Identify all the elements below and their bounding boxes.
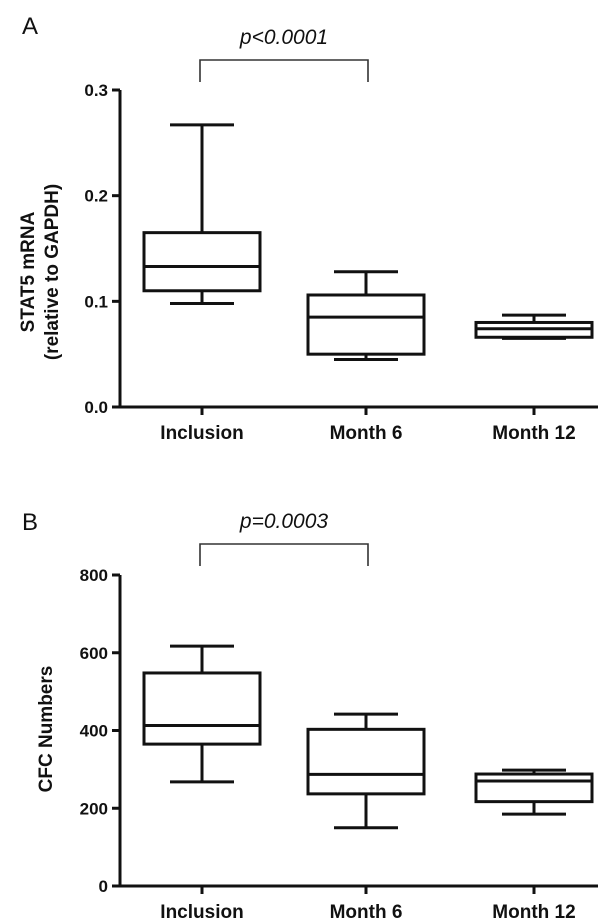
x-category-label: Month 12	[492, 902, 575, 922]
y-tick-label: 0.2	[84, 187, 108, 206]
box-plot-month-6	[306, 270, 426, 361]
plot-area-a: 0.0 0.1 0.2 0.3 Inclusion Month 6 Month 12	[84, 81, 598, 444]
x-category-label: Inclusion	[160, 423, 243, 444]
box-plot-inclusion	[142, 644, 262, 784]
y-tick-label: 0.3	[84, 81, 108, 100]
y-axis-label-a-line2: (relative to GAPDH)	[42, 184, 63, 360]
y-tick-label: 400	[80, 722, 108, 741]
significance-bracket-b	[199, 543, 369, 566]
panel-letter-a: A	[22, 13, 38, 40]
y-tick-label: 800	[80, 566, 108, 585]
y-tick-label: 200	[80, 799, 108, 818]
panel-a: A p<0.0001 STAT5 mRNA (relative to GAPDH…	[18, 13, 598, 444]
y-tick-label: 0.1	[84, 292, 108, 311]
y-axis-label-b: CFC Numbers	[36, 666, 57, 793]
iqr-box	[306, 293, 426, 356]
iqr-box	[142, 671, 262, 746]
y-tick-label: 600	[80, 644, 108, 663]
box-plot-month-12	[474, 768, 594, 816]
box-plot-month-12	[474, 313, 594, 340]
plot-area-b: 0 200 400 600 800 Inclusion Month 6 Month 12	[80, 566, 598, 922]
p-value-b: p=0.0003	[239, 510, 328, 533]
significance-bracket-a	[199, 59, 369, 82]
iqr-box	[142, 231, 262, 293]
p-value-a: p<0.0001	[239, 26, 328, 49]
x-category-label: Month 12	[492, 423, 575, 444]
y-axis-label-a-line1: STAT5 mRNA	[18, 211, 39, 332]
iqr-box	[306, 727, 426, 796]
x-category-label: Inclusion	[160, 902, 243, 922]
panel-b: B p=0.0003 CFC Numbers 0 200 400 600 800 Incl…	[22, 509, 598, 922]
box-plot-inclusion	[142, 123, 262, 305]
iqr-box	[474, 772, 594, 804]
box-plot-month-6	[306, 712, 426, 830]
x-category-label: Month 6	[330, 423, 403, 444]
y-tick-label: 0.0	[84, 398, 108, 417]
x-category-label: Month 6	[330, 902, 403, 922]
panel-letter-b: B	[22, 509, 38, 536]
y-tick-label: 0	[99, 877, 108, 896]
